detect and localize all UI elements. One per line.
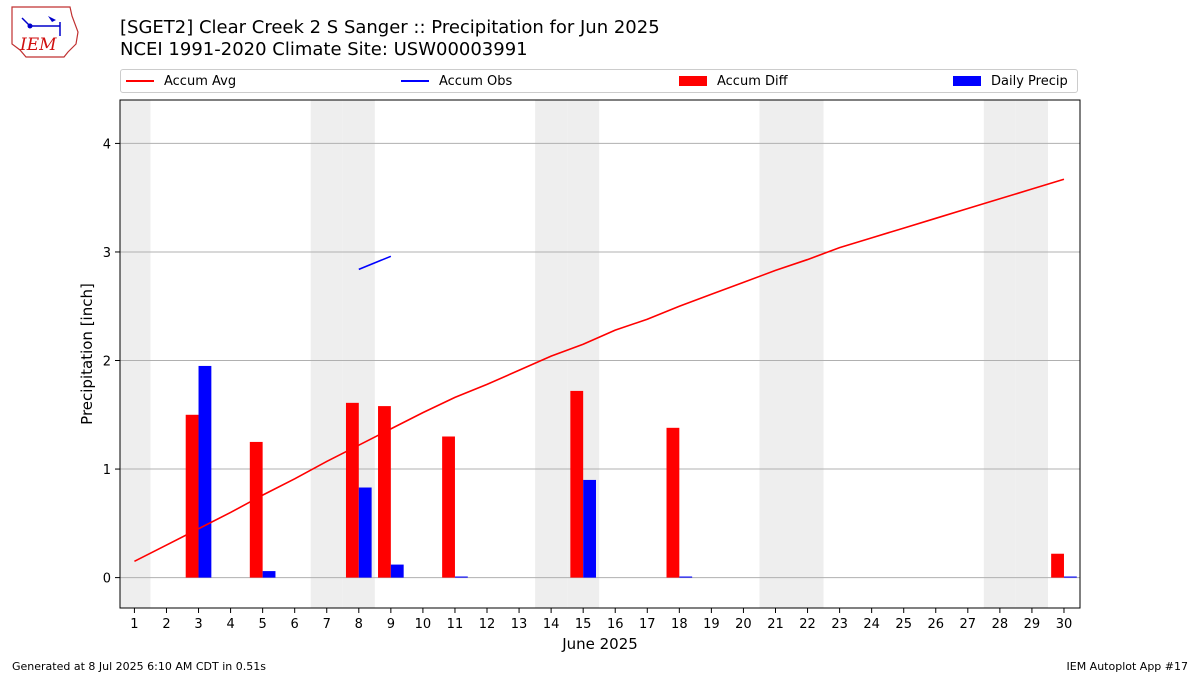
- legend-item-accum-diff: Accum Diff: [679, 70, 788, 92]
- legend-item-daily-precip: Daily Precip: [953, 70, 1068, 92]
- x-tick-label-29: 29: [1024, 617, 1041, 632]
- legend-item-accum-avg: Accum Avg: [126, 70, 236, 92]
- x-tick-label-5: 5: [258, 617, 266, 632]
- x-tick-label-10: 10: [415, 617, 432, 632]
- daily-precip-bar-3: [198, 365, 212, 578]
- accum-diff-bar-3: [185, 414, 199, 578]
- x-tick-label-12: 12: [479, 617, 496, 632]
- weekend-shading: [120, 100, 1048, 608]
- x-axis-ticks: 1 2 3 4 5 6 7 8 9 10 11 12 13 14 15 16 17 18 19 20 21 22 23 24 2…: [130, 608, 1072, 632]
- x-tick-label-8: 8: [355, 617, 363, 632]
- x-tick-label-16: 16: [607, 617, 624, 632]
- legend-label-accum-diff: Accum Diff: [717, 73, 788, 89]
- accum-avg-line-0: [134, 178, 1065, 563]
- x-tick-label-19: 19: [703, 617, 720, 632]
- accum-diff-bar-30: [1051, 553, 1064, 578]
- y-tick-label-2: 2: [103, 355, 111, 370]
- accum-diff-bar-8: [345, 402, 359, 578]
- legend-swatch-accum-obs: [401, 80, 429, 82]
- accum-diff-bar-15: [570, 390, 584, 578]
- y-tick-label-1: 1: [103, 463, 111, 478]
- bars: [185, 365, 1077, 578]
- legend-label-accum-obs: Accum Obs: [439, 73, 513, 89]
- weekend-band-14: [535, 100, 568, 608]
- weekend-band-28: [983, 100, 1016, 608]
- series-lines: [134, 178, 1065, 563]
- weekend-band-29: [1015, 100, 1048, 608]
- x-tick-label-17: 17: [639, 617, 656, 632]
- chart-legend: Accum Avg Accum Obs Accum Diff Daily Pre…: [120, 69, 1078, 93]
- x-tick-label-30: 30: [1056, 617, 1073, 632]
- x-tick-label-20: 20: [735, 617, 752, 632]
- chart-title: [SGET2] Clear Creek 2 S Sanger :: Precip…: [120, 17, 660, 38]
- x-tick-label-9: 9: [387, 617, 395, 632]
- legend-item-accum-obs: Accum Obs: [401, 70, 512, 92]
- x-tick-label-3: 3: [194, 617, 202, 632]
- weekend-band-1: [120, 100, 151, 608]
- x-tick-label-28: 28: [992, 617, 1009, 632]
- iem-logo: IEM: [11, 6, 79, 58]
- legend-swatch-accum-diff: [679, 76, 707, 86]
- grid-lines: [120, 142, 1080, 579]
- accum-obs-line-0: [358, 255, 392, 271]
- x-tick-label-22: 22: [799, 617, 816, 632]
- accum-diff-bar-9: [378, 406, 391, 578]
- logo-text: IEM: [19, 35, 57, 55]
- x-tick-label-15: 15: [575, 617, 592, 632]
- accum-diff-bar-5: [249, 441, 263, 578]
- x-tick-label-14: 14: [543, 617, 560, 632]
- x-tick-label-1: 1: [130, 617, 138, 632]
- weekend-band-21: [759, 100, 792, 608]
- legend-swatch-daily-precip: [953, 76, 981, 86]
- x-tick-label-21: 21: [767, 617, 784, 632]
- plot-frame: [119, 99, 1081, 609]
- x-axis-label: June 2025: [561, 635, 638, 653]
- weekend-band-15: [567, 100, 600, 608]
- y-tick-label-3: 3: [103, 246, 111, 261]
- x-tick-label-25: 25: [895, 617, 912, 632]
- daily-precip-bar-9: [390, 564, 404, 578]
- y-tick-label-0: 0: [103, 572, 111, 587]
- x-tick-label-23: 23: [831, 617, 848, 632]
- legend-swatch-accum-avg: [126, 80, 154, 82]
- x-tick-label-2: 2: [162, 617, 170, 632]
- y-axis-ticks: 0 1 2 3 4: [103, 137, 120, 587]
- daily-precip-bar-18: [679, 576, 693, 578]
- x-tick-label-13: 13: [511, 617, 528, 632]
- daily-precip-bar-11: [454, 576, 468, 578]
- daily-precip-bar-15: [583, 479, 596, 578]
- x-tick-label-26: 26: [927, 617, 944, 632]
- legend-label-accum-avg: Accum Avg: [164, 73, 237, 89]
- accum-diff-bar-18: [666, 427, 680, 578]
- y-tick-label-4: 4: [103, 137, 111, 152]
- x-tick-label-6: 6: [291, 617, 299, 632]
- weekend-band-8: [342, 100, 375, 608]
- legend-label-daily-precip: Daily Precip: [991, 73, 1068, 89]
- daily-precip-bar-5: [262, 571, 276, 578]
- accum-diff-bar-11: [442, 436, 455, 578]
- y-axis-label: Precipitation [inch]: [78, 283, 96, 425]
- generated-timestamp: Generated at 8 Jul 2025 6:10 AM CDT in 0…: [12, 660, 266, 673]
- x-tick-label-11: 11: [447, 617, 464, 632]
- x-tick-label-7: 7: [323, 617, 331, 632]
- x-tick-label-27: 27: [960, 617, 977, 632]
- daily-precip-bar-8: [358, 487, 372, 578]
- x-tick-label-18: 18: [671, 617, 688, 632]
- app-credit: IEM Autoplot App #17: [1066, 660, 1189, 673]
- chart-subtitle: NCEI 1991-2020 Climate Site: USW00003991: [120, 39, 528, 60]
- weekend-band-7: [310, 100, 343, 608]
- daily-precip-bar-30: [1063, 576, 1077, 578]
- x-tick-label-4: 4: [226, 617, 234, 632]
- x-tick-label-24: 24: [863, 617, 880, 632]
- weekend-band-22: [791, 100, 824, 608]
